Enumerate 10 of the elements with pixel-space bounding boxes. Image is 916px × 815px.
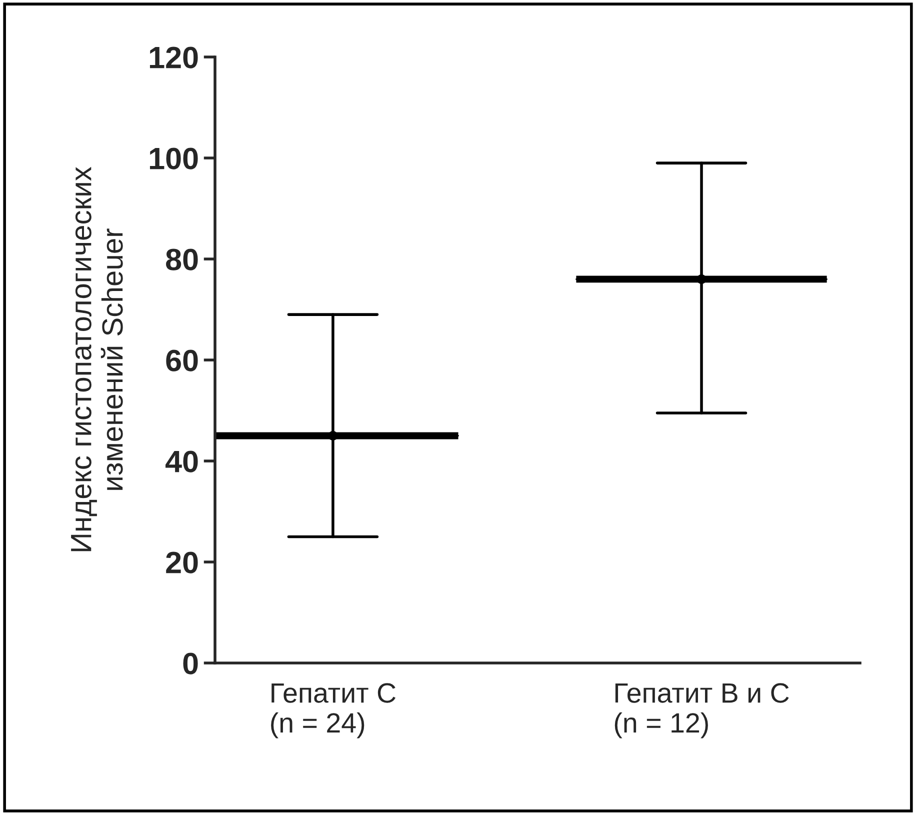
x-tick-label: Гепатит В и С (n = 12) bbox=[614, 683, 789, 738]
x-tick-label: Гепатит С (n = 24) bbox=[271, 683, 396, 738]
y-tick-label: 20 bbox=[166, 552, 198, 574]
y-tick-label: 80 bbox=[166, 248, 198, 270]
y-tick-label: 120 bbox=[150, 46, 198, 68]
y-tick-label: 60 bbox=[166, 350, 198, 372]
y-axis-title: Индекс гистопатологических изменений Scheuer bbox=[71, 166, 123, 552]
y-tick-label: 40 bbox=[166, 450, 198, 472]
y-tick-label: 0 bbox=[183, 652, 198, 674]
y-tick-label: 100 bbox=[150, 148, 198, 170]
